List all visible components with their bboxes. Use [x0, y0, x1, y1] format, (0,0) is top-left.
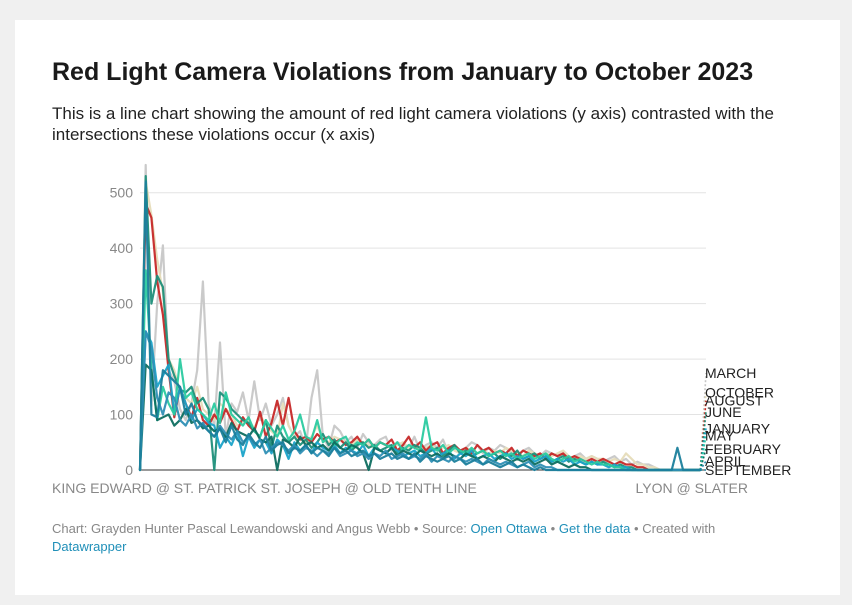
chart-card	[15, 20, 840, 595]
series-label-october: OCTOBER	[705, 384, 774, 400]
x-tick-label: KING EDWARD @ ST. PATRICK	[52, 480, 257, 496]
series-label-september: SEPTEMBER	[705, 462, 791, 478]
series-label-january: JANUARY	[705, 420, 771, 436]
series-label-august: AUGUST	[705, 393, 764, 409]
series-label-may: MAY	[705, 428, 735, 444]
series-label-february: FEBRUARY	[705, 441, 782, 457]
series-label-march: MARCH	[705, 365, 756, 381]
chart-subtitle: This is a line chart showing the amount …	[52, 104, 774, 144]
footer-separator: •	[634, 521, 639, 536]
footer-separator: •	[413, 521, 419, 536]
series-connector-april	[699, 460, 707, 471]
y-tick-label: 400	[110, 240, 134, 256]
series-label-april: APRIL	[705, 453, 746, 469]
series-line-january	[138, 330, 702, 472]
y-tick-label: 500	[110, 185, 134, 201]
chart-footer: Chart: Grayden Hunter Pascal Lewandowski…	[52, 520, 792, 556]
y-tick-label: 200	[110, 351, 134, 367]
footer-source-label: Source:	[422, 521, 467, 536]
footer-credit: Chart: Grayden Hunter Pascal Lewandowski…	[52, 521, 411, 536]
series-line-october	[138, 180, 702, 472]
series-line-september	[138, 180, 702, 472]
chart-title: Red Light Camera Violations from January…	[52, 58, 754, 86]
source-link[interactable]: Open Ottawa	[470, 521, 548, 536]
y-tick-label: 0	[125, 462, 133, 478]
footer-created-with: Created with	[642, 521, 716, 536]
footer-separator: •	[550, 521, 556, 536]
y-tick-label: 100	[110, 407, 134, 423]
y-tick-label: 300	[110, 296, 134, 312]
x-tick-label: LYON @ SLATER	[636, 480, 749, 496]
series-connector-august	[699, 400, 707, 471]
datawrapper-link[interactable]: Datawrapper	[52, 539, 127, 554]
series-label-june: JUNE	[705, 404, 742, 420]
x-tick-label: ST. JOSEPH @ OLD TENTH LINE	[261, 480, 477, 496]
get-data-link[interactable]: Get the data	[558, 521, 631, 536]
series-line-march	[138, 163, 702, 472]
